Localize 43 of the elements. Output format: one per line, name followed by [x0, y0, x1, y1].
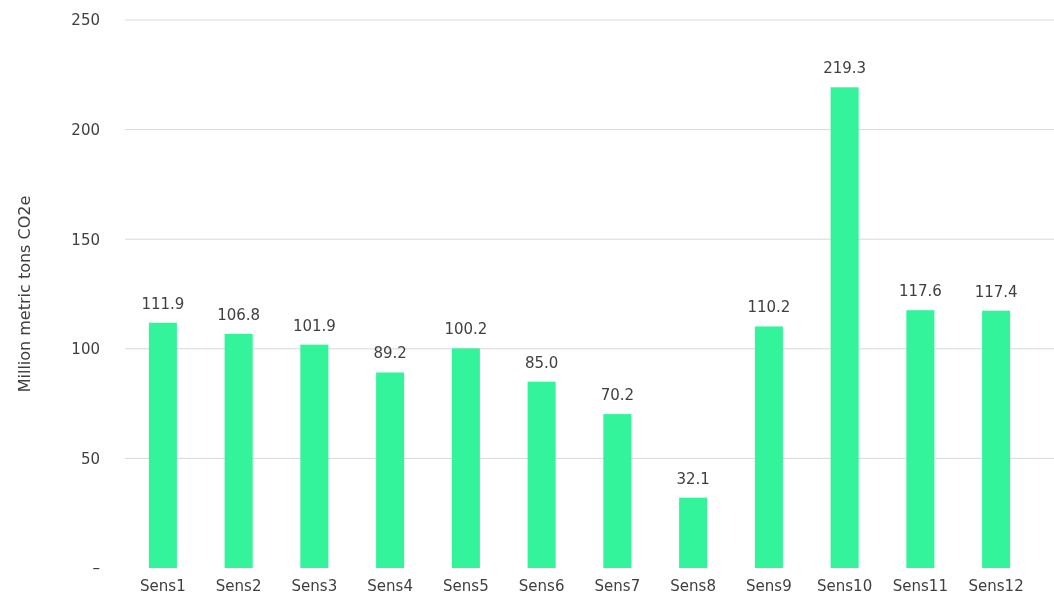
data-label: 110.2: [747, 298, 791, 317]
bar: [527, 381, 556, 568]
x-tick-label: Sens4: [367, 576, 413, 595]
x-tick-label: Sens11: [892, 576, 948, 595]
x-tick-label: Sens8: [670, 576, 716, 595]
x-tick-label: Sens3: [291, 576, 338, 595]
data-label: 219.3: [823, 59, 867, 78]
bar: [906, 310, 935, 568]
data-label: 117.6: [898, 282, 942, 301]
data-label: 100.2: [444, 320, 488, 339]
bar: [830, 87, 859, 568]
bar: [603, 414, 632, 568]
bar: [300, 344, 329, 568]
y-tick-label: 50: [80, 449, 100, 468]
bar: [754, 326, 783, 568]
y-tick-label: 200: [71, 120, 100, 139]
data-label: 85.0: [524, 353, 559, 372]
x-tick-label: Sens7: [594, 576, 641, 595]
data-label: 89.2: [373, 344, 407, 363]
data-label: 70.2: [600, 386, 635, 405]
data-label: 32.1: [676, 469, 710, 488]
x-tick-label: Sens5: [443, 576, 489, 595]
y-axis-title: Million metric tons CO2e: [15, 195, 34, 393]
bar: [679, 497, 708, 568]
bar: [148, 322, 177, 568]
bar: [376, 372, 405, 568]
x-tick-label: Sens10: [817, 576, 873, 595]
y-tick-label: 100: [71, 340, 100, 359]
y-tick-label: 250: [71, 11, 100, 30]
y-tick-label: –: [92, 559, 100, 578]
x-tick-label: Sens12: [968, 576, 1024, 595]
data-label: 106.8: [217, 305, 261, 324]
data-label: 111.9: [141, 294, 185, 313]
bar: [224, 333, 253, 568]
x-tick-label: Sens9: [746, 576, 792, 595]
data-label: 117.4: [974, 282, 1018, 301]
y-tick-label: 150: [71, 230, 100, 249]
bar: [982, 310, 1011, 568]
bar: [451, 348, 480, 568]
x-tick-label: Sens2: [215, 576, 262, 595]
data-label: 101.9: [292, 316, 336, 335]
x-tick-label: Sens1: [140, 576, 186, 595]
x-tick-label: Sens6: [518, 576, 565, 595]
